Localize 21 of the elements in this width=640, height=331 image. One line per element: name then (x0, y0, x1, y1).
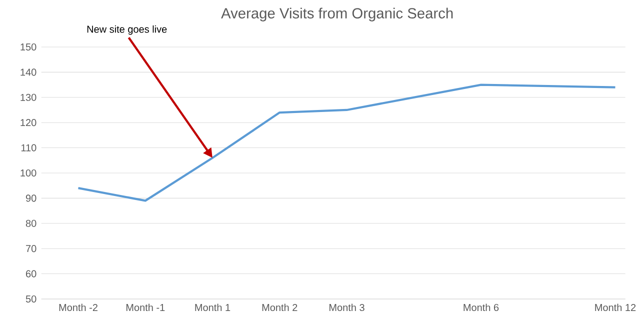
y-tick-label: 90 (26, 194, 36, 202)
x-tick-label: Month -2 (59, 304, 98, 312)
y-tick-label: 70 (26, 245, 36, 252)
y-tick-label: 120 (20, 119, 36, 126)
x-tick-label: Month 12 (595, 304, 636, 312)
y-tick-label: 110 (21, 144, 36, 152)
x-tick-label: Month 6 (464, 304, 499, 312)
chart-title: Average Visits from Organic Search (221, 8, 453, 22)
y-tick-label: 150 (20, 43, 36, 51)
y-tick-label: 80 (26, 220, 36, 227)
y-tick-label: 140 (20, 68, 36, 76)
y-tick-label: 130 (20, 94, 36, 101)
y-tick-label: 50 (26, 295, 36, 303)
y-tick-label: 60 (26, 270, 36, 278)
annotation: New site goes live (87, 25, 167, 35)
x-tick-label: Month 2 (262, 304, 298, 312)
x-tick-label: Month 1 (195, 304, 230, 312)
x-tick-label: Month 3 (330, 304, 364, 312)
y-tick-label: 100 (20, 169, 36, 177)
line-series (77, 84, 616, 202)
x-tick-label: Month -1 (126, 304, 165, 312)
